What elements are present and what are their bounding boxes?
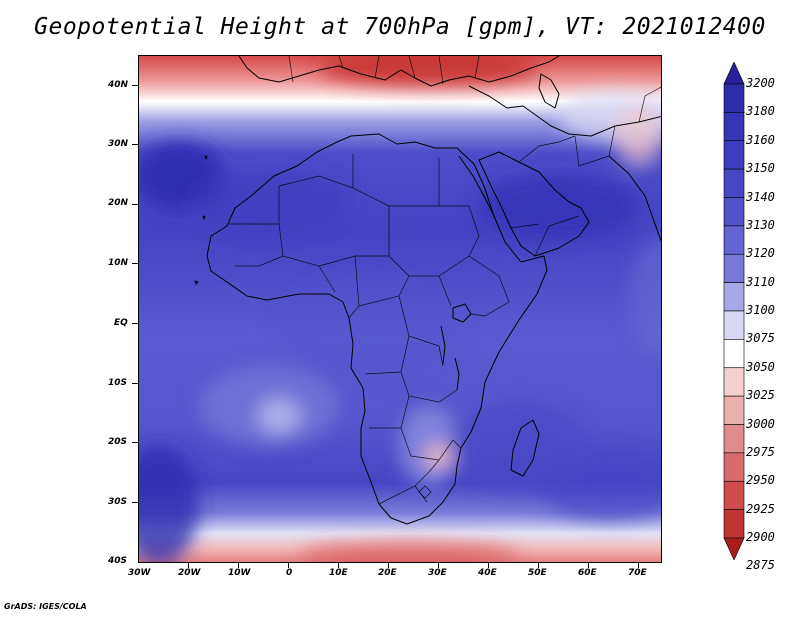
map-title: Geopotential Height at 700hPa [gpm], VT:… [34,14,766,40]
lat-tick-mark [132,85,138,86]
country-borders [229,56,661,505]
colorbar-level-label: 2975 [746,444,775,459]
colorbar-swatch [723,537,745,561]
colorbar-level-label: 3110 [746,274,775,289]
lat-tick-mark [132,144,138,145]
colorbar-swatches [723,61,745,561]
colorbar-level-label: 3180 [746,104,775,119]
lon-tick-label: 20E [378,568,397,578]
lat-tick-label: 40S [108,556,128,566]
lon-tick-label: 30W [128,568,151,578]
height-field-svg [139,56,661,562]
colorbar-swatch [723,61,745,85]
lon-tick-mark [188,563,189,568]
lon-tick-label: 10W [228,568,251,578]
lon-tick-label: 40E [478,568,497,578]
colorbar-swatch [723,225,745,255]
colorbar-level-label: 3200 [746,76,775,90]
colorbar-level-label: 2875 [746,558,775,573]
lon-tick-label: 60E [578,568,597,578]
lon-tick-label: 70E [628,568,647,578]
colorbar-swatch [723,197,745,227]
colorbar-level-label: 3160 [746,132,775,147]
lat-tick-mark [132,442,138,443]
colorbar-swatch [723,452,745,482]
lat-tick-label: 20S [108,437,128,447]
lon-tick-label: 30E [428,568,447,578]
colorbar-swatch [723,310,745,340]
lat-tick-label: 10S [108,378,128,388]
colorbar-swatch [723,253,745,283]
lon-tick-mark [338,563,339,568]
colorbar-swatch [723,424,745,454]
coastlines [194,56,661,525]
lat-tick-label: 40N [108,80,129,90]
grads-credit: GrADS: IGES/COLA [4,602,87,611]
lon-tick-mark [238,563,239,568]
lon-tick-mark [438,563,439,568]
map-plot [138,55,662,563]
lon-tick-label: 20W [178,568,201,578]
colorbar-level-label: 3100 [746,303,775,317]
colorbar-level-label: 3000 [746,416,775,431]
colorbar-swatch [723,140,745,170]
colorbar-level-label: 3050 [746,359,775,374]
lon-tick-mark [288,563,289,568]
lon-tick-mark [488,563,489,568]
colorbar [722,61,745,564]
lon-tick-mark [638,563,639,568]
colorbar-level-label: 3120 [746,246,775,261]
lon-tick-label: 0 [286,568,293,578]
lon-tick-mark [388,563,389,568]
colorbar-swatch [723,509,745,539]
colorbar-swatch [723,339,745,369]
colorbar-swatch [723,83,745,113]
colorbar-swatch [723,282,745,312]
lat-tick-mark [132,502,138,503]
colorbar-level-label: 3025 [746,388,775,403]
colorbar-swatch [723,395,745,425]
colorbar-swatch [723,480,745,510]
colorbar-level-label: 3150 [746,161,775,176]
lon-tick-label: 50E [528,568,547,578]
height-field-anomalies [139,56,661,562]
lat-tick-label: 10N [108,258,129,268]
colorbar-level-label: 3130 [746,217,775,232]
colorbar-level-label: 2925 [746,501,775,516]
colorbar-level-label: 3140 [746,189,775,204]
lat-tick-label: 20N [108,198,129,208]
colorbar-swatch [723,168,745,198]
lon-tick-mark [588,563,589,568]
lon-tick-label: 10E [329,568,348,578]
lat-tick-mark [132,263,138,264]
colorbar-level-label: 3075 [746,331,775,346]
lat-tick-mark [132,323,138,324]
lat-tick-label: EQ [114,318,128,328]
colorbar-level-label: 2950 [746,473,775,488]
lat-tick-mark [132,383,138,384]
lat-tick-mark [132,204,138,205]
colorbar-level-label: 2900 [746,530,775,544]
colorbar-swatch [723,367,745,397]
lat-tick-label: 30N [108,139,129,149]
colorbar-swatch [723,112,745,142]
lat-tick-label: 30S [108,497,128,507]
lon-tick-mark [538,563,539,568]
